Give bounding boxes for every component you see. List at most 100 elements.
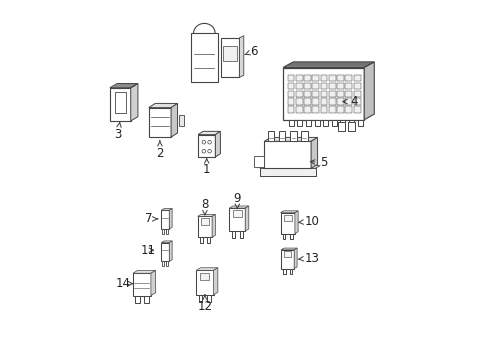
Bar — [135, 296, 140, 303]
Bar — [287, 75, 294, 81]
Bar — [320, 99, 327, 105]
Bar — [320, 75, 327, 81]
Bar — [143, 296, 149, 303]
Bar — [328, 91, 335, 97]
Bar — [312, 83, 319, 89]
Bar — [232, 210, 241, 217]
Bar — [287, 83, 294, 89]
Bar — [254, 156, 264, 166]
Text: 6: 6 — [244, 45, 257, 58]
Bar — [166, 261, 168, 266]
Text: 1: 1 — [203, 159, 210, 176]
Bar — [179, 115, 183, 126]
Bar — [320, 107, 327, 113]
Bar — [287, 107, 294, 113]
Bar — [337, 122, 344, 131]
Bar — [198, 135, 215, 157]
Bar — [207, 237, 209, 243]
Bar — [196, 270, 213, 295]
Bar — [295, 99, 302, 105]
Bar — [320, 91, 327, 97]
Bar — [133, 273, 151, 296]
Text: 12: 12 — [197, 294, 212, 313]
Circle shape — [202, 140, 205, 144]
Polygon shape — [161, 208, 172, 210]
Bar — [353, 99, 360, 105]
Bar — [162, 261, 164, 266]
Bar — [314, 120, 319, 126]
Bar — [328, 99, 335, 105]
Bar — [280, 213, 294, 234]
Bar — [337, 91, 344, 97]
Bar — [320, 83, 327, 89]
Polygon shape — [294, 211, 298, 234]
Text: 13: 13 — [298, 252, 319, 265]
Bar — [110, 88, 130, 121]
Polygon shape — [264, 138, 317, 141]
Polygon shape — [169, 241, 172, 261]
Bar — [289, 269, 291, 274]
Bar — [229, 208, 244, 231]
Text: 11: 11 — [141, 244, 156, 257]
Circle shape — [207, 149, 211, 153]
Bar — [301, 130, 307, 141]
Bar — [304, 83, 310, 89]
Bar — [282, 234, 285, 239]
Bar — [353, 75, 360, 81]
Bar — [289, 130, 296, 141]
Bar — [197, 216, 212, 237]
Bar — [328, 107, 335, 113]
Polygon shape — [310, 138, 317, 168]
Bar — [283, 68, 364, 120]
Polygon shape — [259, 166, 320, 168]
Bar — [162, 229, 164, 234]
Text: 9: 9 — [233, 192, 241, 208]
Bar — [304, 99, 310, 105]
Polygon shape — [161, 241, 172, 243]
Bar — [304, 107, 310, 113]
Bar — [148, 108, 171, 137]
Bar — [331, 120, 336, 126]
Polygon shape — [196, 268, 218, 270]
Polygon shape — [130, 84, 138, 121]
Bar — [347, 122, 354, 131]
Text: 8: 8 — [201, 198, 208, 215]
Text: 5: 5 — [310, 156, 327, 169]
Bar — [312, 107, 319, 113]
Bar — [305, 120, 310, 126]
Bar — [345, 99, 351, 105]
Bar — [207, 295, 211, 302]
Bar — [281, 250, 294, 269]
Polygon shape — [213, 268, 218, 295]
Bar — [337, 83, 344, 89]
Text: 10: 10 — [298, 215, 319, 228]
Bar — [288, 120, 293, 126]
Bar — [345, 75, 351, 81]
Bar — [161, 243, 169, 261]
Bar — [297, 120, 302, 126]
Bar — [190, 33, 218, 82]
Bar — [345, 107, 351, 113]
Bar — [312, 99, 319, 105]
Bar — [201, 218, 208, 225]
Bar — [200, 237, 202, 243]
Bar — [198, 295, 202, 302]
Bar — [345, 83, 351, 89]
Circle shape — [202, 149, 205, 153]
Bar — [345, 91, 351, 97]
Bar — [264, 141, 310, 168]
Text: 7: 7 — [144, 212, 158, 225]
Bar — [114, 92, 126, 113]
Polygon shape — [239, 36, 244, 77]
Polygon shape — [280, 211, 298, 213]
Bar — [220, 38, 239, 77]
Bar — [283, 215, 291, 221]
Bar — [200, 273, 209, 280]
Text: 3: 3 — [114, 122, 121, 141]
Bar — [348, 120, 353, 126]
Bar — [283, 269, 285, 274]
Bar — [357, 120, 362, 126]
Bar — [340, 120, 345, 126]
Bar — [295, 83, 302, 89]
Polygon shape — [148, 103, 177, 108]
